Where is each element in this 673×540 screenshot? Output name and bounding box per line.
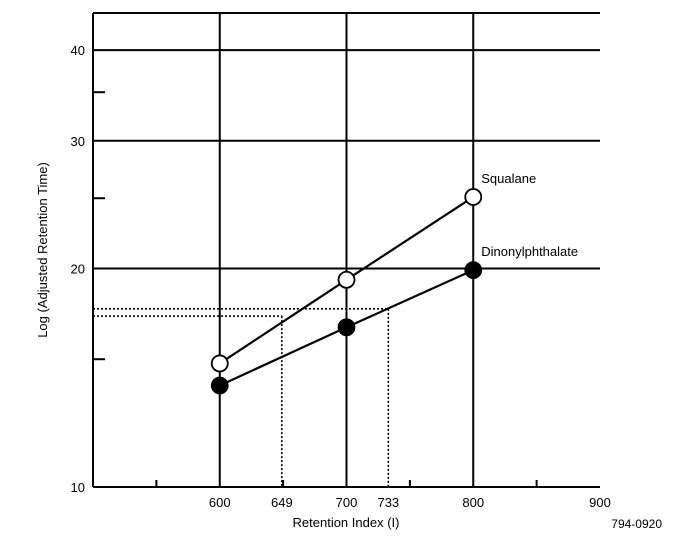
tick-layer bbox=[93, 91, 538, 487]
y-tick-label-10: 10 bbox=[71, 480, 85, 495]
data-point-1-2 bbox=[464, 261, 483, 280]
y-tick-label-40: 40 bbox=[71, 43, 85, 58]
data-point-0-1 bbox=[337, 270, 356, 289]
y-axis-title: Log (Adjusted Retention Time) bbox=[35, 162, 50, 338]
data-point-1-1 bbox=[337, 318, 356, 337]
series-label-0: Squalane bbox=[481, 171, 536, 186]
figure-code: 794-0920 bbox=[611, 517, 662, 531]
x-tick-label-900: 900 bbox=[589, 495, 611, 510]
x-tick-label-649: 649 bbox=[271, 495, 293, 510]
data-point-0-2 bbox=[464, 188, 483, 206]
x-tick-label-700: 700 bbox=[336, 495, 358, 510]
y-tick-label-20: 20 bbox=[71, 262, 85, 277]
x-tick-label-600: 600 bbox=[209, 495, 231, 510]
series-layer bbox=[210, 188, 483, 395]
data-point-1-0 bbox=[210, 376, 229, 395]
x-tick-label-733: 733 bbox=[377, 495, 399, 510]
data-point-0-0 bbox=[210, 354, 229, 373]
x-tick-label-800: 800 bbox=[462, 495, 484, 510]
x-axis-title: Retention Index (I) bbox=[293, 515, 400, 530]
y-tick-label-30: 30 bbox=[71, 134, 85, 149]
label-layer: Squalane Dinonylphthalate 600 649 700 733 800 9… bbox=[71, 43, 611, 510]
series-label-1: Dinonylphthalate bbox=[481, 244, 578, 259]
reference-lines bbox=[93, 308, 390, 487]
grid-layer bbox=[93, 13, 600, 487]
